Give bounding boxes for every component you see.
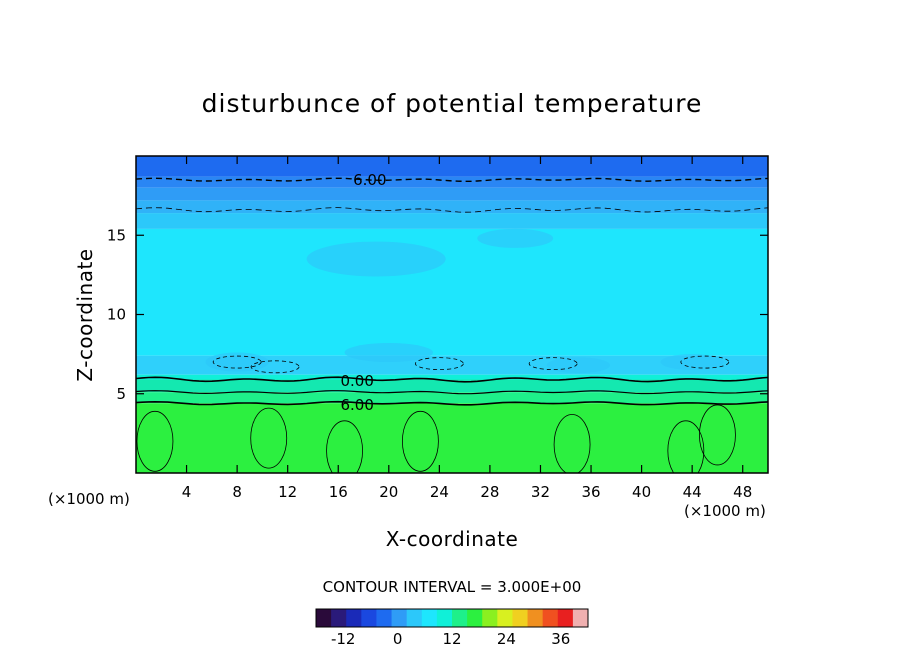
temperature-field (136, 156, 768, 473)
contour-low-1 (250, 407, 288, 469)
field-band-6 (136, 355, 768, 375)
colorbar-swatch-5 (391, 609, 408, 627)
x-tick-label-11: 48 (733, 483, 752, 501)
x-tick-label-5: 24 (430, 483, 449, 501)
contour-cell-3 (528, 357, 578, 371)
colorbar-swatch-10 (467, 609, 483, 627)
contour-cell-2 (414, 357, 464, 371)
field-band-9 (136, 392, 768, 404)
y-axis-ticks: 5 10 15 (107, 226, 768, 403)
chart-title: disturbunce of potential temperature (202, 89, 703, 118)
colorbar-swatch-7 (421, 609, 438, 627)
colorbar-swatch-16 (557, 609, 574, 627)
field-patch-5 (660, 354, 724, 370)
x-tick-label-4: 20 (379, 483, 398, 501)
colorbar-swatch-0 (316, 609, 332, 627)
field-band-1 (136, 176, 768, 188)
field-band-8 (136, 379, 768, 393)
x-tick-label-8: 36 (581, 483, 600, 501)
field-patch-1 (477, 228, 554, 248)
colorbar-swatch-12 (497, 609, 513, 627)
colorbar-swatch-9 (452, 609, 468, 627)
colorbar-swatch-2 (346, 609, 362, 627)
colorbar-swatch-8 (436, 609, 453, 627)
colorbar-swatch-17 (572, 609, 589, 627)
field-patch-2 (205, 352, 269, 372)
colorbar-swatch-14 (527, 609, 544, 627)
x-unit-right: (×1000 m) (684, 502, 766, 520)
field-band-10 (136, 403, 768, 473)
colorbar-swatch-6 (406, 609, 423, 627)
contour-cell-1 (250, 360, 300, 374)
contour-labels: 6.00 0.00 6.00 (340, 171, 386, 414)
contour-line-mid (136, 390, 768, 395)
x-axis-title: X-coordinate (386, 527, 519, 551)
field-patch-0 (306, 241, 446, 277)
colorbar-swatch-11 (482, 609, 498, 627)
contour-cell-4 (680, 355, 730, 369)
colorbar-swatch-13 (512, 609, 529, 627)
colorbar-swatch-4 (376, 609, 393, 627)
colorbar-tick-labels: -12 0 12 24 36 (331, 630, 570, 648)
colorbar-swatch-1 (331, 609, 347, 627)
y-tick-label-0: 5 (116, 385, 126, 403)
x-axis-ticks: 4 8 12 16 20 24 28 32 36 40 44 48 (182, 156, 752, 501)
contour-label-1: 0.00 (340, 372, 373, 390)
x-tick-label-2: 12 (278, 483, 297, 501)
colorbar-tick-label-3: 24 (497, 630, 516, 648)
colorbar-tick-label-2: 12 (442, 630, 461, 648)
colorbar (315, 608, 589, 628)
y-axis-title: Z-coordinate (73, 248, 97, 381)
colorbar-tick-label-4: 36 (551, 630, 570, 648)
field-band-2 (136, 187, 768, 201)
y-tick-label-2: 15 (107, 226, 126, 244)
contour-low-0 (136, 410, 174, 472)
contour-line-zero (136, 376, 768, 383)
field-band-7 (136, 374, 768, 380)
x-tick-label-10: 44 (683, 483, 702, 501)
contour-low-5 (667, 420, 705, 473)
colorbar-tick-label-1: 0 (393, 630, 403, 648)
contour-interval-text: CONTOUR INTERVAL = 3.000E+00 (323, 578, 582, 596)
contour-lines (136, 177, 768, 473)
x-tick-label-3: 16 (329, 483, 348, 501)
contour-low-4 (553, 414, 591, 473)
field-band-4 (136, 213, 768, 229)
x-tick-label-7: 32 (531, 483, 550, 501)
field-band-5 (136, 228, 768, 356)
colorbar-swatch-3 (361, 609, 377, 627)
colorbar-frame (315, 608, 589, 628)
contour-low-3 (401, 410, 439, 472)
contour-line-top (136, 177, 768, 182)
x-tick-label-6: 28 (480, 483, 499, 501)
contour-line-six (136, 400, 768, 406)
colorbar-swatch-15 (542, 609, 559, 627)
x-unit-left: (×1000 m) (48, 490, 130, 508)
colorbar-tick-label-0: -12 (331, 630, 356, 648)
field-patch-3 (344, 343, 434, 363)
contour-line-upper (136, 207, 768, 213)
contour-label-2: 6.00 (340, 396, 373, 414)
x-tick-label-1: 8 (232, 483, 242, 501)
contour-label-0: 6.00 (353, 171, 386, 189)
x-tick-label-0: 4 (182, 483, 192, 501)
field-band-0 (136, 156, 768, 177)
contour-low-6 (699, 404, 736, 466)
x-tick-label-9: 40 (632, 483, 651, 501)
field-band-3 (136, 200, 768, 214)
y-tick-label-1: 10 (107, 306, 126, 324)
field-patch-4 (546, 357, 611, 374)
contour-low-2 (326, 420, 363, 473)
